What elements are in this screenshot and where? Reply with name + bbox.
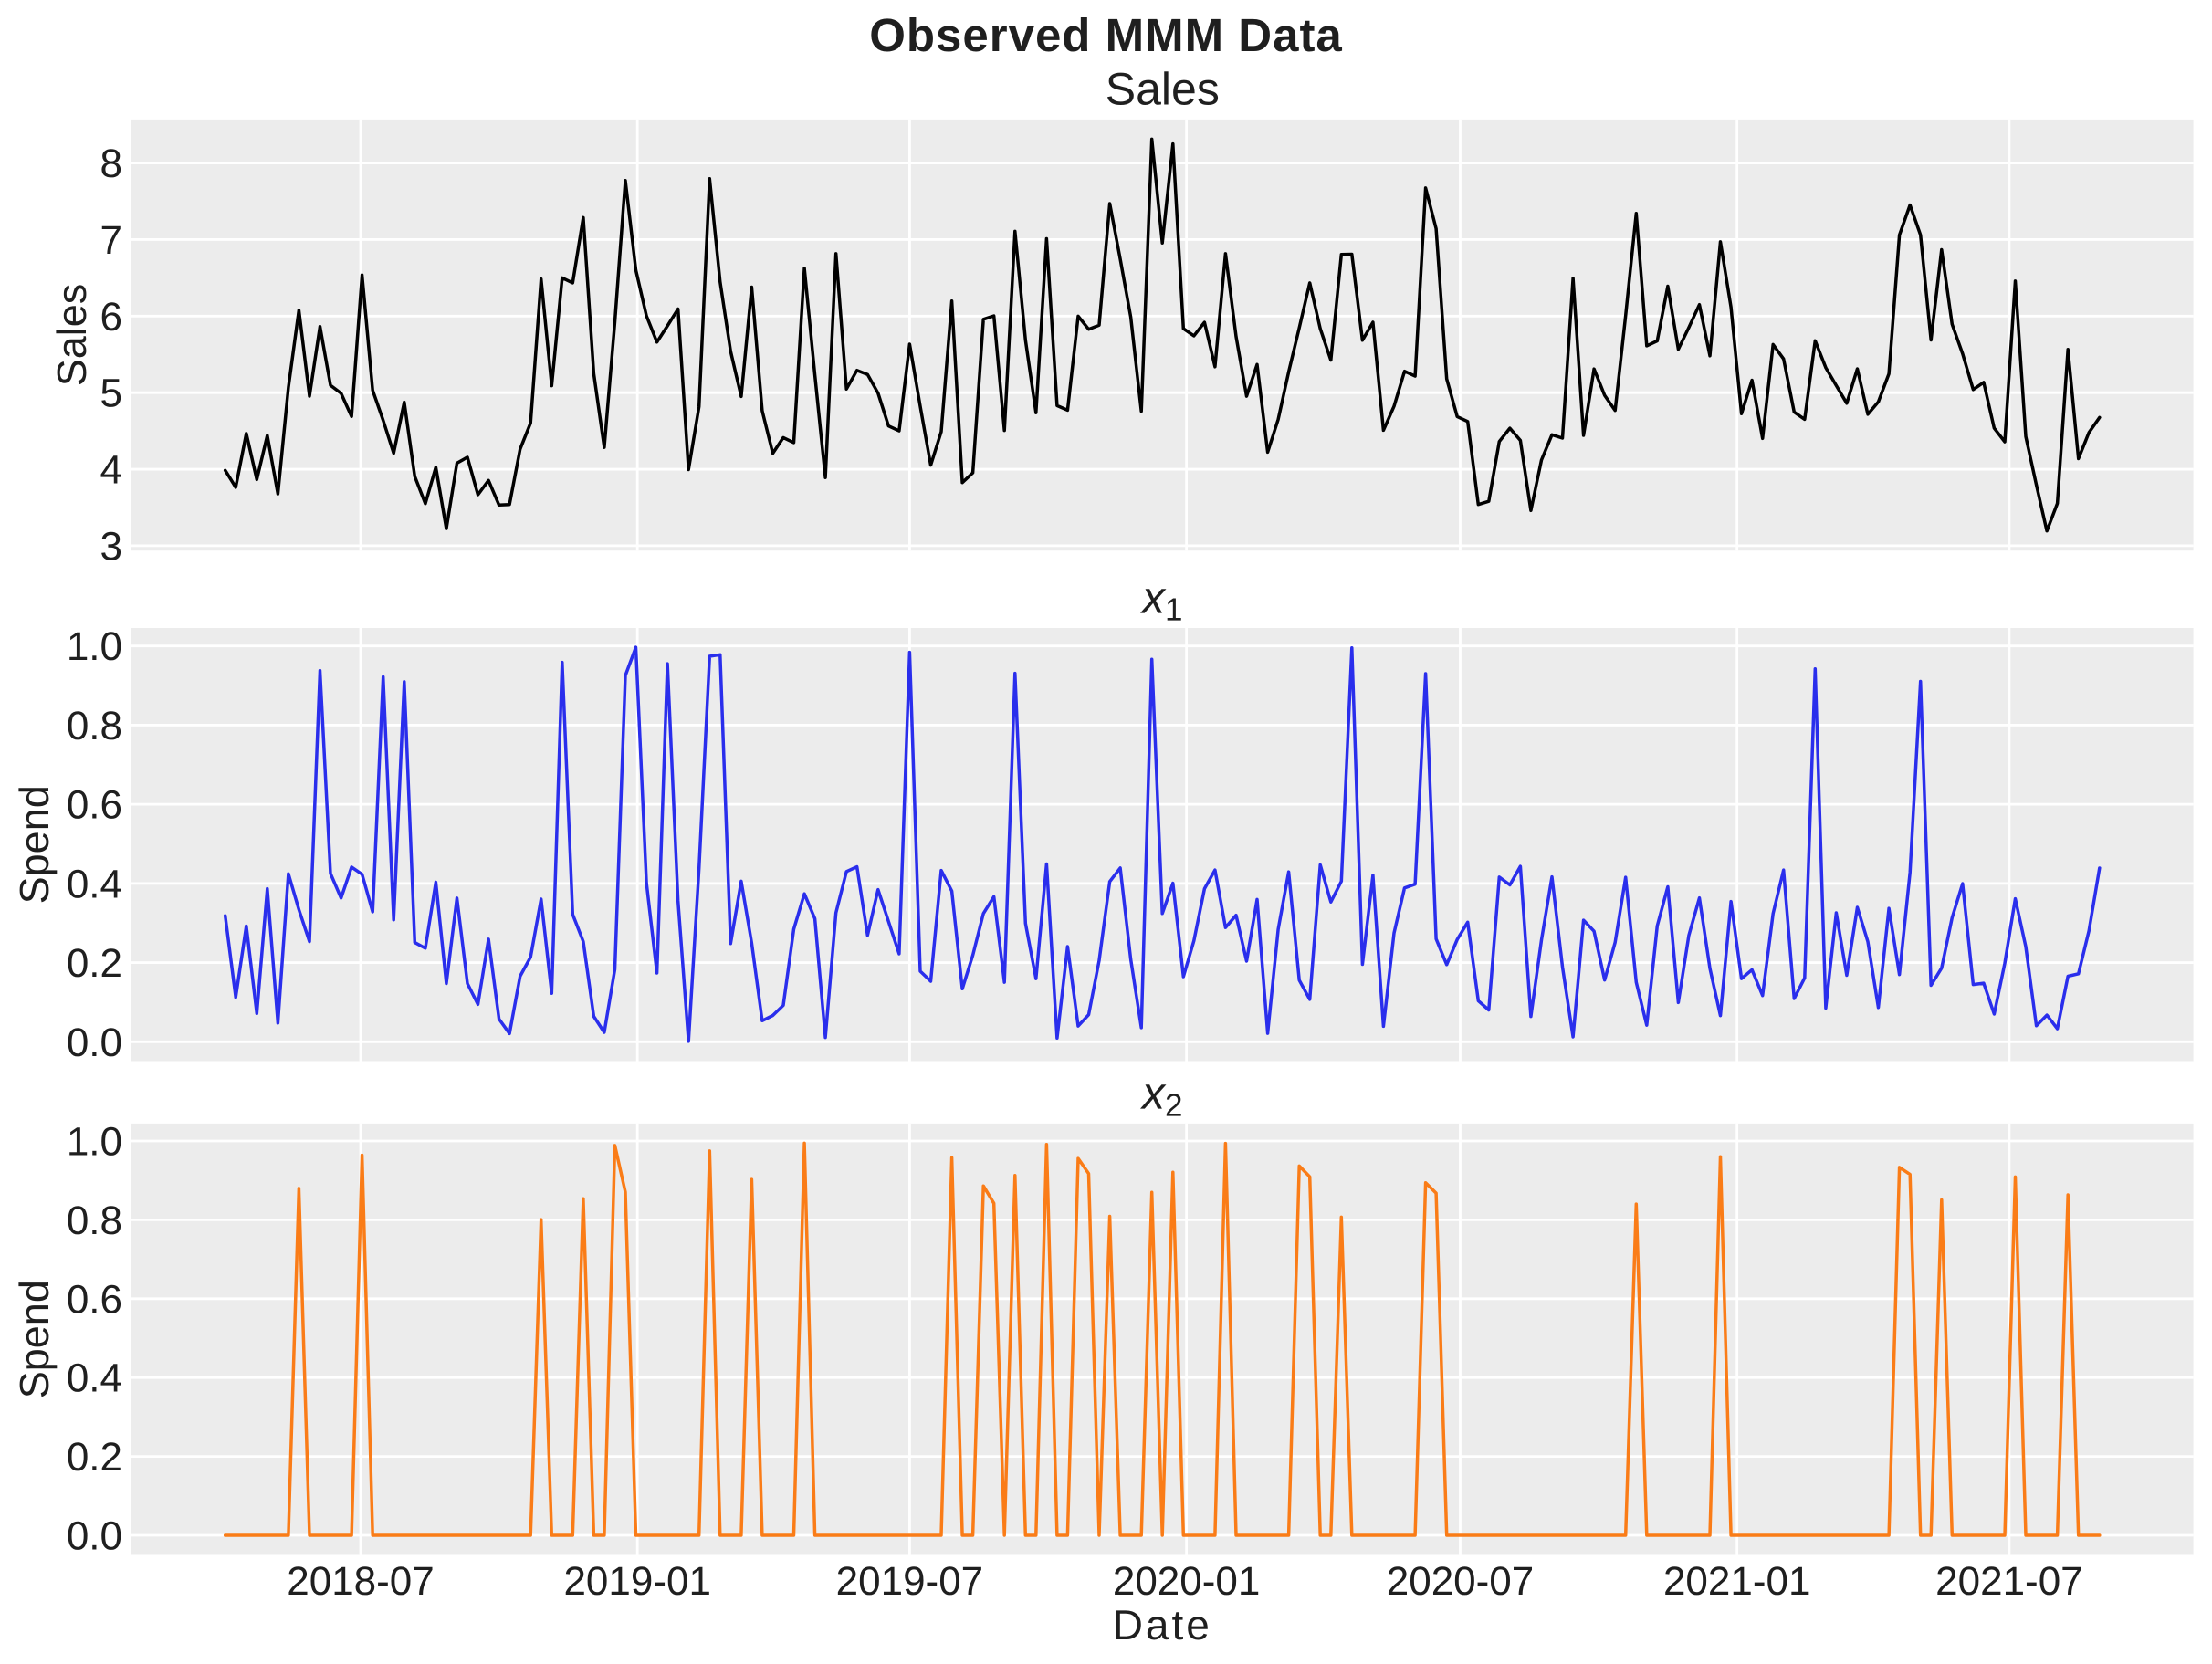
svg-text:0.0: 0.0	[67, 1514, 122, 1559]
svg-text:0.8: 0.8	[67, 704, 122, 748]
svg-text:2020-07: 2020-07	[1387, 1559, 1534, 1604]
svg-text:0.6: 0.6	[67, 1277, 122, 1322]
svg-text:2021-01: 2021-01	[1663, 1559, 1810, 1604]
svg-text:0.8: 0.8	[67, 1198, 122, 1243]
svg-text:Spend: Spend	[11, 1280, 58, 1398]
svg-text:2019-01: 2019-01	[563, 1559, 710, 1604]
svg-text:4: 4	[100, 448, 122, 493]
svg-text:7: 7	[100, 218, 122, 263]
svg-text:5: 5	[100, 372, 122, 416]
svg-text:0.6: 0.6	[67, 783, 122, 828]
svg-text:Sales: Sales	[1106, 64, 1220, 115]
svg-text:Sales: Sales	[48, 284, 95, 387]
svg-text:Spend: Spend	[11, 785, 58, 904]
svg-text:0.4: 0.4	[67, 1356, 122, 1401]
svg-text:6: 6	[100, 295, 122, 340]
svg-text:2020-01: 2020-01	[1113, 1559, 1260, 1604]
svg-text:3: 3	[100, 524, 122, 569]
svg-text:2021-07: 2021-07	[1935, 1559, 2082, 1604]
svg-text:x1: x1	[1140, 572, 1183, 628]
svg-text:8: 8	[100, 141, 122, 186]
svg-text:0.4: 0.4	[67, 862, 122, 906]
svg-text:2018-07: 2018-07	[287, 1559, 434, 1604]
svg-text:0.2: 0.2	[67, 941, 122, 986]
svg-text:Observed MMM Data: Observed MMM Data	[869, 9, 1343, 61]
svg-text:1.0: 1.0	[67, 624, 122, 669]
svg-text:1.0: 1.0	[67, 1120, 122, 1165]
svg-text:2019-07: 2019-07	[836, 1559, 983, 1604]
svg-text:0.0: 0.0	[67, 1020, 122, 1065]
svg-text:Date: Date	[1113, 1601, 1212, 1648]
svg-text:0.2: 0.2	[67, 1435, 122, 1480]
